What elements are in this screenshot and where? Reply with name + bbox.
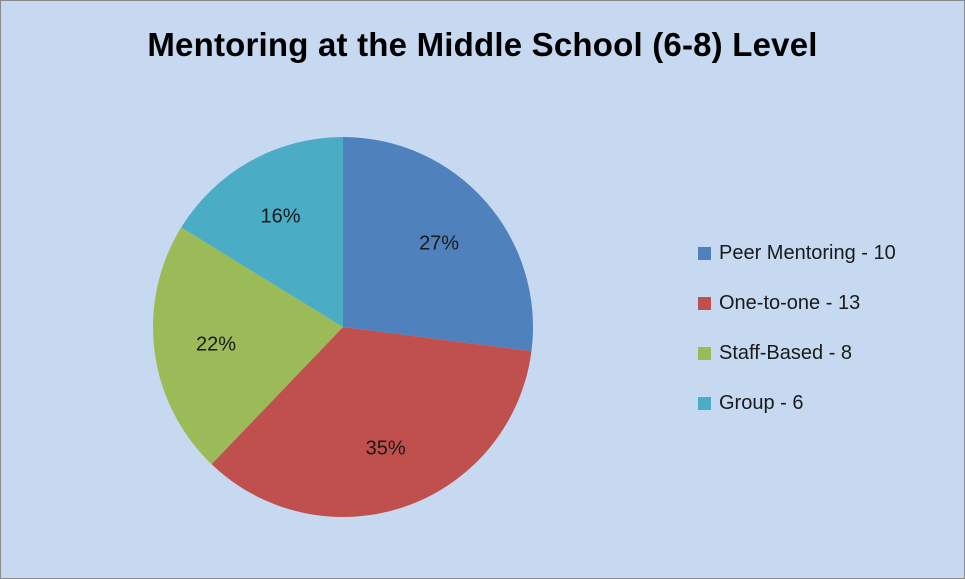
legend-swatch <box>698 396 711 410</box>
slice-percent-label: 35% <box>366 438 406 460</box>
pie-slice <box>152 227 343 465</box>
legend-item-peer-mentoring: Peer Mentoring - 10 <box>698 240 896 266</box>
legend: Peer Mentoring - 10 One-to-one - 13 Staf… <box>698 240 896 440</box>
slice-percent-label: 22% <box>196 333 236 355</box>
legend-label: Staff-Based - 8 <box>719 341 853 364</box>
legend-label: One-to-one - 13 <box>719 291 861 314</box>
legend-item-group: Group - 6 <box>698 390 896 416</box>
legend-label: Peer Mentoring - 10 <box>719 241 896 264</box>
pie-slice <box>343 137 533 352</box>
legend-swatch <box>698 346 711 360</box>
slice-percent-label: 16% <box>261 205 301 227</box>
slice-percent-label: 27% <box>419 232 459 254</box>
legend-swatch <box>698 246 711 260</box>
legend-label: Group - 6 <box>719 391 804 414</box>
legend-item-staff-based: Staff-Based - 8 <box>698 340 896 366</box>
legend-swatch <box>698 296 711 310</box>
legend-item-one-to-one: One-to-one - 13 <box>698 290 896 316</box>
pie-slice <box>211 327 532 517</box>
pie-slice <box>181 137 343 327</box>
chart-title: Mentoring at the Middle School (6-8) Lev… <box>147 26 818 63</box>
